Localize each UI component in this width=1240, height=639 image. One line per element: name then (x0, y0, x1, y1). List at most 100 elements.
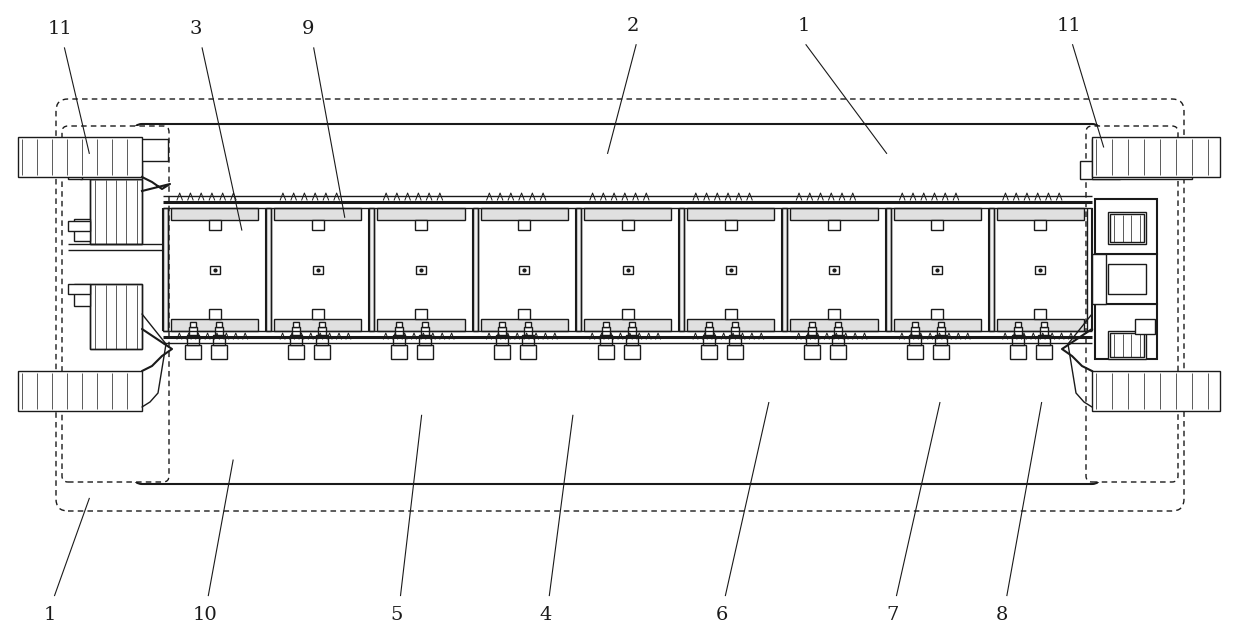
Text: 2: 2 (626, 17, 639, 35)
Bar (190, 322, 196, 327)
Bar (725, 265, 735, 273)
Bar (1042, 322, 1048, 327)
Bar (370, 208, 374, 331)
Bar (525, 327, 532, 335)
Bar (724, 220, 737, 230)
Bar (885, 208, 890, 331)
Bar (939, 322, 944, 327)
Bar (290, 335, 301, 345)
Bar (522, 335, 534, 345)
Bar (481, 208, 568, 220)
Bar (1095, 199, 1157, 254)
Bar (317, 327, 326, 335)
Bar (1135, 319, 1154, 334)
Bar (274, 208, 361, 220)
Bar (422, 322, 428, 327)
Bar (621, 220, 634, 230)
Bar (729, 335, 740, 345)
Bar (629, 322, 635, 327)
Bar (687, 319, 774, 331)
Bar (19, 137, 143, 177)
Bar (828, 220, 839, 230)
Bar (1034, 309, 1047, 319)
Bar (1037, 345, 1053, 359)
Bar (1092, 371, 1220, 411)
Bar (316, 335, 327, 345)
Bar (934, 345, 949, 359)
Bar (584, 319, 671, 331)
Bar (377, 208, 465, 220)
Bar (988, 208, 993, 331)
Bar (806, 335, 818, 345)
Bar (288, 345, 304, 359)
Text: 4: 4 (539, 606, 552, 624)
FancyBboxPatch shape (56, 99, 1184, 511)
Bar (419, 335, 432, 345)
Bar (415, 220, 427, 230)
Bar (1092, 137, 1220, 177)
Bar (575, 208, 580, 331)
Text: 3: 3 (190, 20, 202, 38)
Bar (417, 265, 427, 273)
Bar (1110, 333, 1145, 357)
Bar (931, 309, 944, 319)
Bar (622, 265, 632, 273)
Bar (724, 309, 737, 319)
Bar (625, 335, 637, 345)
Bar (274, 319, 361, 331)
Bar (518, 309, 531, 319)
Bar (599, 335, 611, 345)
Bar (894, 208, 981, 220)
Bar (521, 345, 536, 359)
Bar (704, 327, 713, 335)
Bar (171, 319, 258, 331)
Bar (601, 327, 610, 335)
Bar (68, 139, 82, 179)
Bar (911, 327, 919, 335)
Bar (932, 265, 942, 273)
Bar (598, 345, 614, 359)
Bar (828, 309, 839, 319)
Bar (1092, 254, 1106, 304)
Bar (832, 335, 844, 345)
Bar (1035, 265, 1045, 273)
Bar (1014, 327, 1023, 335)
Bar (393, 335, 405, 345)
Text: 8: 8 (996, 606, 1008, 624)
Bar (68, 221, 91, 231)
Bar (68, 284, 91, 294)
Bar (997, 319, 1084, 331)
Bar (495, 345, 511, 359)
Bar (415, 309, 427, 319)
Text: 10: 10 (192, 606, 217, 624)
Bar (727, 345, 743, 359)
Bar (396, 322, 402, 327)
Text: 1: 1 (43, 606, 56, 624)
Bar (91, 284, 143, 349)
Bar (210, 265, 219, 273)
Text: 11: 11 (47, 20, 72, 38)
Bar (703, 335, 714, 345)
Bar (1095, 304, 1157, 359)
Bar (1109, 264, 1146, 294)
Bar (472, 208, 477, 331)
Bar (188, 327, 197, 335)
Bar (396, 327, 403, 335)
Bar (216, 322, 222, 327)
Text: 6: 6 (715, 606, 728, 624)
Text: 7: 7 (887, 606, 899, 624)
Bar (1080, 161, 1120, 179)
Bar (1040, 327, 1048, 335)
FancyBboxPatch shape (62, 126, 169, 482)
Bar (520, 265, 529, 273)
Bar (808, 322, 815, 327)
Bar (422, 327, 429, 335)
Bar (293, 322, 299, 327)
Bar (706, 322, 712, 327)
Bar (186, 335, 198, 345)
Bar (913, 322, 918, 327)
Bar (496, 335, 508, 345)
Bar (1109, 212, 1146, 244)
Bar (1095, 254, 1157, 304)
Bar (624, 345, 640, 359)
